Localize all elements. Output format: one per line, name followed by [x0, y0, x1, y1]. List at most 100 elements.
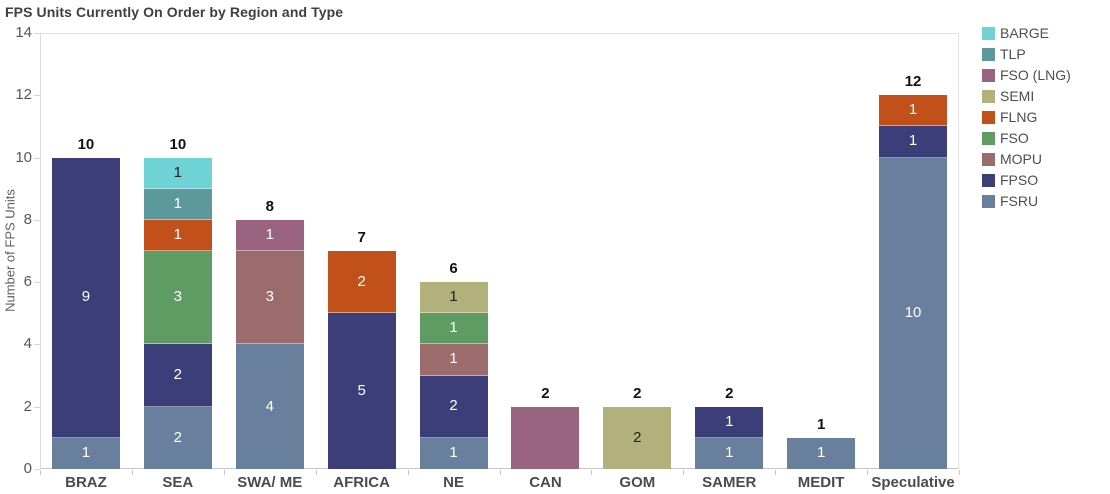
bar-segment[interactable]: 2 [419, 375, 488, 438]
bar-segment[interactable]: 1 [51, 437, 120, 469]
segment-value-label: 1 [449, 444, 458, 462]
legend-swatch [982, 89, 995, 103]
segment-value-label: 1 [816, 444, 826, 462]
segment-value-label: 1 [265, 226, 274, 244]
segment-value-label: 2 [173, 366, 183, 384]
y-tick-mark [34, 344, 40, 346]
plot-area [40, 33, 959, 469]
y-tick-label: 12 [15, 86, 32, 104]
bar-segment[interactable] [511, 406, 580, 469]
bar-segment[interactable]: 1 [143, 188, 212, 220]
segment-value-label: 2 [357, 272, 366, 290]
bar-segment[interactable]: 1 [419, 313, 488, 345]
bar-total-label: 7 [357, 229, 366, 246]
segment-value-label: 1 [173, 163, 183, 181]
x-tick-label: BRAZ [65, 474, 107, 491]
bar-total-label: 2 [725, 384, 734, 402]
legend-swatch [982, 152, 995, 166]
x-tick-mark [867, 470, 869, 475]
segment-value-label: 2 [449, 397, 458, 415]
segment-value-label: 1 [173, 226, 183, 244]
legend-item[interactable]: FSO [982, 130, 1071, 146]
bar-segment[interactable]: 1 [419, 344, 488, 376]
x-tick-mark [591, 470, 593, 475]
legend-swatch [982, 194, 995, 208]
segment-value-label: 1 [449, 288, 458, 306]
y-tick-label: 0 [23, 460, 32, 477]
legend-swatch [982, 131, 995, 145]
legend-item[interactable]: FLNG [982, 109, 1071, 125]
legend: BARGE TLP FSO (LNG) SEMI FLNG FSO MOPU FPSO FSRU [982, 25, 1071, 209]
legend-item[interactable]: FSRU [982, 193, 1071, 209]
chart-title: FPS Units Currently On Order by Region a… [5, 4, 344, 20]
legend-label: FSRU [1000, 193, 1039, 209]
bar-segment[interactable]: 9 [51, 157, 120, 438]
legend-label: SEMI [1000, 88, 1035, 104]
legend-swatch [982, 47, 995, 61]
bar-total-label: 12 [904, 73, 922, 91]
bar-segment[interactable]: 1 [143, 219, 212, 251]
y-tick-mark [34, 219, 40, 221]
segment-value-label: 2 [633, 429, 642, 447]
bar-segment[interactable]: 5 [327, 313, 396, 469]
x-tick-label: MEDIT [797, 474, 845, 491]
legend-item[interactable]: FSO (LNG) [982, 67, 1071, 83]
legend-item[interactable]: TLP [982, 46, 1071, 62]
bar-total-label: 2 [541, 384, 550, 402]
legend-label: MOPU [1000, 151, 1042, 167]
bar-segment[interactable]: 1 [879, 95, 948, 127]
x-tick-label: Speculative [871, 474, 955, 491]
legend-item[interactable]: FPSO [982, 172, 1071, 188]
legend-swatch [982, 26, 995, 40]
legend-label: FSO (LNG) [1000, 67, 1071, 83]
x-tick-mark [315, 470, 317, 475]
bar-segment[interactable]: 3 [235, 251, 304, 345]
segment-value-label: 9 [81, 288, 91, 306]
y-tick-mark [34, 33, 40, 34]
x-tick-label: SEA [162, 474, 194, 491]
bar-segment[interactable]: 3 [143, 251, 212, 345]
bar-segment[interactable]: 1 [695, 406, 764, 438]
bar-segment[interactable]: 1 [879, 126, 948, 158]
y-tick-label: 2 [23, 397, 32, 415]
segment-value-label: 5 [357, 382, 366, 400]
bar-total-label: 1 [816, 415, 826, 433]
segment-value-label: 1 [908, 101, 918, 119]
x-tick-mark [959, 470, 960, 475]
segment-value-label: 1 [908, 132, 918, 150]
bar-segment[interactable]: 1 [695, 437, 764, 469]
segment-value-label: 10 [904, 304, 922, 322]
segment-value-label: 1 [81, 444, 91, 462]
bar-segment[interactable]: 2 [143, 406, 212, 469]
bar-segment[interactable]: 2 [143, 344, 212, 407]
x-tick-mark [683, 470, 685, 475]
legend-swatch [982, 110, 995, 124]
bar-segment[interactable]: 1 [143, 157, 212, 189]
segment-value-label: 3 [265, 288, 274, 306]
segment-value-label: 1 [173, 194, 183, 212]
bar-segment[interactable]: 4 [235, 344, 304, 469]
x-tick-mark [131, 470, 133, 475]
x-tick-label: SAMER [702, 474, 757, 491]
legend-label: FPSO [1000, 172, 1039, 188]
legend-swatch [982, 68, 995, 82]
x-tick-label: NE [443, 474, 464, 491]
bar-segment[interactable]: 2 [327, 251, 396, 314]
legend-item[interactable]: SEMI [982, 88, 1071, 104]
y-tick-label: 4 [23, 335, 32, 353]
y-tick-mark [34, 95, 40, 97]
bar-segment[interactable]: 2 [603, 406, 672, 469]
legend-item[interactable]: BARGE [982, 25, 1071, 41]
bar-segment[interactable]: 1 [419, 437, 488, 469]
bar-segment[interactable]: 1 [787, 437, 856, 469]
legend-item[interactable]: MOPU [982, 151, 1071, 167]
bar-segment[interactable]: 10 [879, 157, 948, 469]
bar-segment[interactable]: 1 [235, 219, 304, 251]
y-tick-mark [34, 282, 40, 284]
x-tick-mark [223, 470, 225, 475]
legend-label: FSO [1000, 130, 1029, 146]
bar-total-label: 6 [449, 260, 458, 278]
bar-segment[interactable]: 1 [419, 282, 488, 314]
segment-value-label: 3 [173, 288, 183, 306]
